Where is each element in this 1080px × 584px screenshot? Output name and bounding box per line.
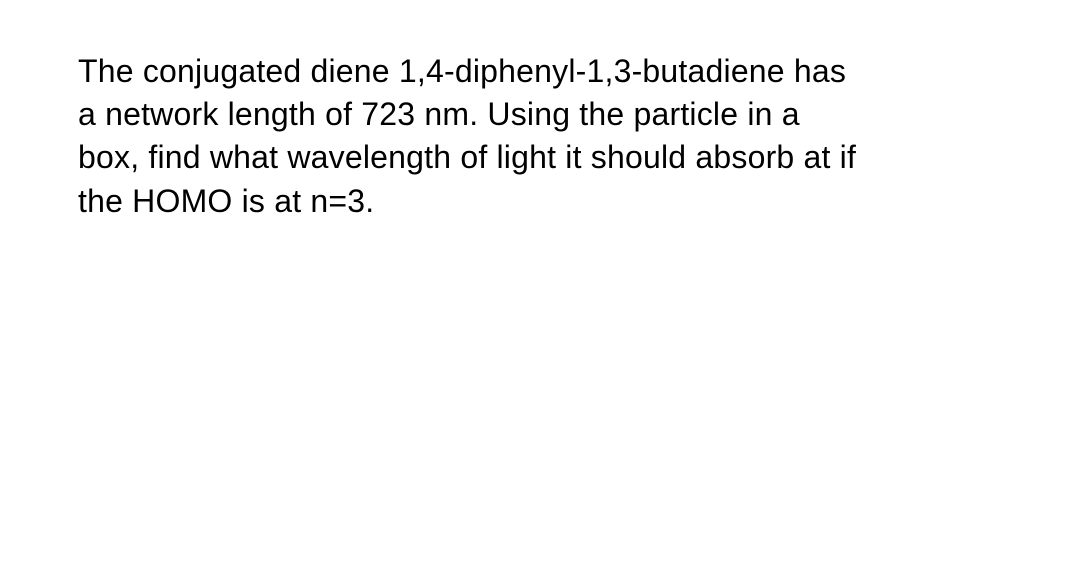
problem-container: The conjugated diene 1,4-diphenyl-1,3-bu… xyxy=(78,50,858,223)
problem-text: The conjugated diene 1,4-diphenyl-1,3-bu… xyxy=(78,50,858,223)
